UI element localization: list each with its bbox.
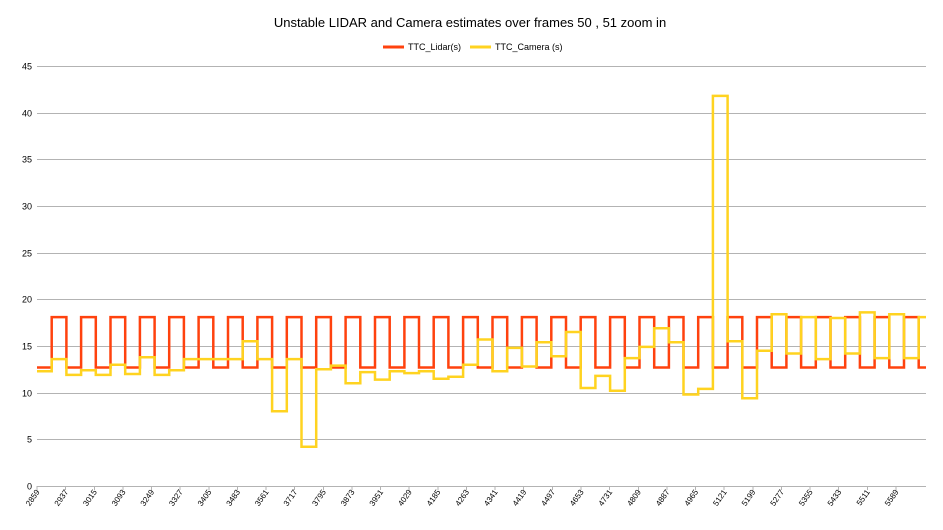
x-axis-ticks: 2859 2937 3015 3093 3249 3327 3405 3483 3561 3717… xyxy=(24,486,901,508)
legend-label-camera: TTC_Camera (s) xyxy=(495,42,563,52)
y-tick-label: 40 xyxy=(22,109,32,119)
chart-title: Unstable LIDAR and Camera estimates over… xyxy=(274,15,666,30)
x-tick-label: 3093 xyxy=(110,488,128,508)
y-tick-label: 35 xyxy=(22,155,32,165)
gridlines xyxy=(37,66,926,487)
x-tick-label: 2937 xyxy=(53,488,71,508)
series-line-ttc-camera xyxy=(37,94,926,449)
y-tick-label: 25 xyxy=(22,249,32,259)
series-lines xyxy=(37,94,926,449)
x-tick-label: 4029 xyxy=(396,488,414,508)
x-tick-label: 4497 xyxy=(539,488,557,508)
legend: TTC_Lidar(s) TTC_Camera (s) xyxy=(383,42,563,52)
y-tick-label: 15 xyxy=(22,342,32,352)
x-tick-label: 4341 xyxy=(482,488,500,508)
x-tick-label: 4887 xyxy=(654,488,672,508)
x-tick-label: 3873 xyxy=(339,488,357,508)
y-tick-label: 10 xyxy=(22,389,32,399)
x-tick-label: 3795 xyxy=(310,488,328,508)
y-tick-label: 20 xyxy=(22,295,32,305)
x-tick-label: 3327 xyxy=(167,488,185,508)
x-tick-label: 4731 xyxy=(597,488,615,508)
x-tick-label: 3483 xyxy=(224,488,242,508)
x-tick-label: 5355 xyxy=(797,488,815,508)
x-tick-label: 4809 xyxy=(625,488,643,508)
x-tick-label: 3015 xyxy=(81,488,99,508)
x-tick-label: 5121 xyxy=(711,488,729,508)
y-tick-label: 30 xyxy=(22,202,32,212)
x-tick-label: 4263 xyxy=(454,488,472,508)
x-tick-label: 5433 xyxy=(826,488,844,508)
series-line-ttc-lidar xyxy=(37,315,926,369)
x-tick-label: 4965 xyxy=(683,488,701,508)
x-tick-label: 3561 xyxy=(253,488,271,508)
y-tick-label: 5 xyxy=(27,435,32,445)
x-tick-label: 4419 xyxy=(511,488,529,508)
y-tick-label: 45 xyxy=(22,62,32,72)
x-tick-label: 5511 xyxy=(855,488,873,508)
x-tick-label: 5199 xyxy=(740,488,758,508)
x-tick-label: 3249 xyxy=(139,488,157,508)
x-tick-label: 4653 xyxy=(568,488,586,508)
x-tick-label: 5589 xyxy=(883,488,901,508)
y-axis-ticks: 0 5 10 15 20 25 30 35 40 45 xyxy=(22,62,32,492)
x-tick-label: 3405 xyxy=(196,488,214,508)
x-tick-label: 4185 xyxy=(425,488,443,508)
x-tick-label: 3951 xyxy=(368,488,386,508)
x-tick-label: 3717 xyxy=(282,488,300,508)
y-tick-label: 0 xyxy=(27,482,32,492)
legend-label-lidar: TTC_Lidar(s) xyxy=(408,42,461,52)
x-tick-label: 5277 xyxy=(768,488,786,508)
